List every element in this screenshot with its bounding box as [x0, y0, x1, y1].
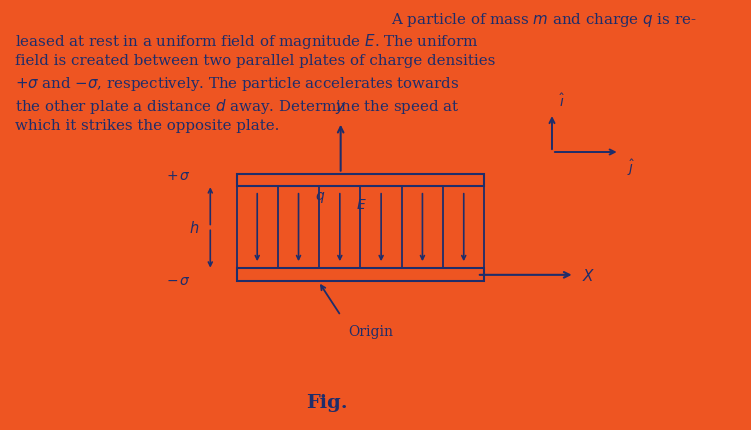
Text: field is created between two parallel plates of charge densities: field is created between two parallel pl… [15, 54, 496, 68]
Text: $q$: $q$ [315, 189, 326, 204]
Text: which it strikes the opposite plate.: which it strikes the opposite plate. [15, 118, 279, 132]
Text: leased at rest in a uniform field of magnitude $E$. The uniform: leased at rest in a uniform field of mag… [15, 32, 478, 51]
Bar [237, 269, 484, 282]
Text: the other plate a distance $d$ away. Determine the speed at: the other plate a distance $d$ away. Det… [15, 97, 460, 116]
Text: $-\, \sigma$: $-\, \sigma$ [167, 273, 192, 287]
Text: $+\, \sigma$: $+\, \sigma$ [167, 169, 192, 183]
Text: A particle of mass $m$ and charge $q$ is re-: A particle of mass $m$ and charge $q$ is… [391, 11, 696, 29]
Text: $\hat{\imath}$: $\hat{\imath}$ [559, 92, 566, 110]
Text: $\hat{\jmath}$: $\hat{\jmath}$ [627, 157, 635, 177]
Text: Fig.: Fig. [306, 393, 348, 411]
Text: $+\sigma$ and $-\sigma$, respectively. The particle accelerates towards: $+\sigma$ and $-\sigma$, respectively. T… [15, 75, 459, 93]
Text: $h$: $h$ [189, 220, 199, 236]
Text: $y$: $y$ [335, 100, 346, 116]
Bar [237, 174, 484, 187]
Text: Origin: Origin [348, 325, 394, 338]
Text: $X$: $X$ [582, 267, 596, 283]
Text: $E$: $E$ [356, 198, 366, 212]
